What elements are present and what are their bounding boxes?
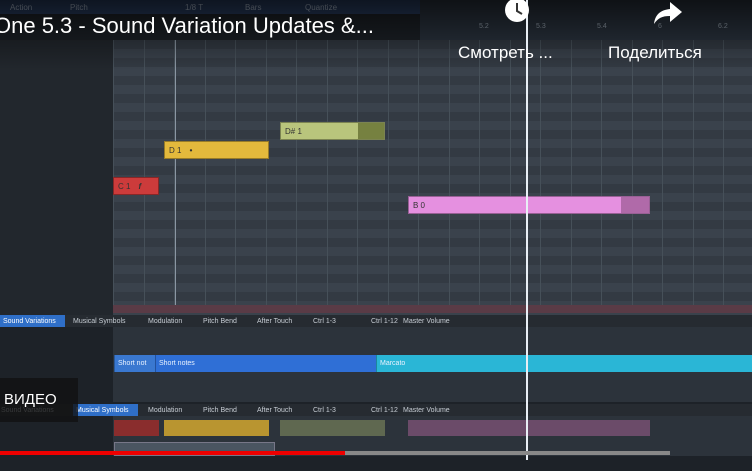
tab[interactable]: Pitch Bend xyxy=(203,318,237,325)
tab[interactable]: Ctrl 1-3 xyxy=(313,407,336,414)
grid-col xyxy=(479,40,480,305)
tab[interactable]: Master Volume xyxy=(403,407,450,414)
playhead xyxy=(526,0,528,460)
tab[interactable]: Modulation xyxy=(148,318,183,325)
grid-col xyxy=(570,40,572,305)
note[interactable]: D# 1 xyxy=(280,122,385,140)
note[interactable]: B 0 xyxy=(408,196,650,214)
tab-bar xyxy=(0,404,752,416)
grid-col xyxy=(662,40,663,305)
note-label: C 1 xyxy=(118,182,131,191)
tab[interactable]: Master Volume xyxy=(403,318,450,325)
grid-col xyxy=(448,40,450,305)
grid-row xyxy=(113,166,752,175)
grid-row xyxy=(113,292,752,301)
tab-bar xyxy=(0,315,752,327)
video-title[interactable]: One 5.3 - Sound Variation Updates &... xyxy=(0,13,374,38)
grid-col xyxy=(174,40,175,305)
symbol-block xyxy=(280,420,385,436)
keyboard xyxy=(0,40,113,315)
share-icon[interactable] xyxy=(652,0,684,26)
tab[interactable]: Musical Symbols xyxy=(73,318,126,325)
grid-col xyxy=(296,40,297,305)
watch-later-icon[interactable] xyxy=(502,0,532,26)
note-end xyxy=(357,123,384,139)
grid-col xyxy=(235,40,236,305)
tab[interactable]: Sound Variations xyxy=(0,315,65,327)
grid-col xyxy=(509,40,511,305)
grid-row xyxy=(113,76,752,85)
symbol-block xyxy=(408,420,650,436)
grid-row xyxy=(113,130,752,139)
grid-col xyxy=(357,40,358,305)
grid-row xyxy=(113,274,752,283)
variation-block[interactable]: Short notes xyxy=(155,355,376,372)
grid-col xyxy=(723,40,724,305)
tab[interactable]: After Touch xyxy=(257,407,293,414)
tab[interactable]: Pitch Bend xyxy=(203,407,237,414)
grid-col xyxy=(143,40,145,305)
grid-col xyxy=(692,40,694,305)
grid-col xyxy=(631,40,633,305)
grid-row xyxy=(113,94,752,103)
grid-row xyxy=(113,112,752,121)
note-label: D 1 xyxy=(169,146,182,155)
symbol-block xyxy=(114,420,159,436)
grid-col xyxy=(326,40,328,305)
watch-later[interactable]: Смотреть ... xyxy=(458,43,553,62)
grid-col xyxy=(204,40,206,305)
tab[interactable]: Ctrl 1-12 xyxy=(371,318,398,325)
progress-played[interactable] xyxy=(0,451,345,455)
note[interactable]: C 1 f xyxy=(113,177,159,195)
grid-col xyxy=(387,40,389,305)
title-shade xyxy=(0,0,752,70)
note-label: D# 1 xyxy=(285,127,302,136)
tab[interactable]: Ctrl 1-3 xyxy=(313,318,336,325)
grid-row xyxy=(113,220,752,229)
tab[interactable]: Musical Symbols xyxy=(73,404,138,416)
velocity-strip xyxy=(113,305,752,313)
note-label: B 0 xyxy=(413,201,426,210)
grid-col xyxy=(601,40,602,305)
symbol-block xyxy=(164,420,269,436)
grid-row xyxy=(113,148,752,157)
more-videos[interactable]: ВИДЕО xyxy=(0,378,78,422)
bar-line xyxy=(175,40,176,305)
grid-row xyxy=(113,184,752,193)
grid-col xyxy=(113,40,114,305)
variation-block[interactable]: Short not xyxy=(114,355,155,372)
piano-roll-grid xyxy=(113,40,752,315)
tab[interactable]: Modulation xyxy=(148,407,183,414)
grid-row xyxy=(113,238,752,247)
grid-col xyxy=(265,40,267,305)
grid-col xyxy=(418,40,419,305)
tab[interactable]: Ctrl 1-12 xyxy=(371,407,398,414)
variation-block[interactable]: Marcato xyxy=(376,355,752,372)
note-end xyxy=(621,197,649,213)
note[interactable]: D 1 • xyxy=(164,141,269,159)
note-symbol: f xyxy=(138,182,142,191)
grid-row xyxy=(113,256,752,265)
tab[interactable]: After Touch xyxy=(257,318,293,325)
share[interactable]: Поделиться xyxy=(608,43,702,62)
note-symbol: • xyxy=(189,146,193,155)
grid-col xyxy=(540,40,541,305)
